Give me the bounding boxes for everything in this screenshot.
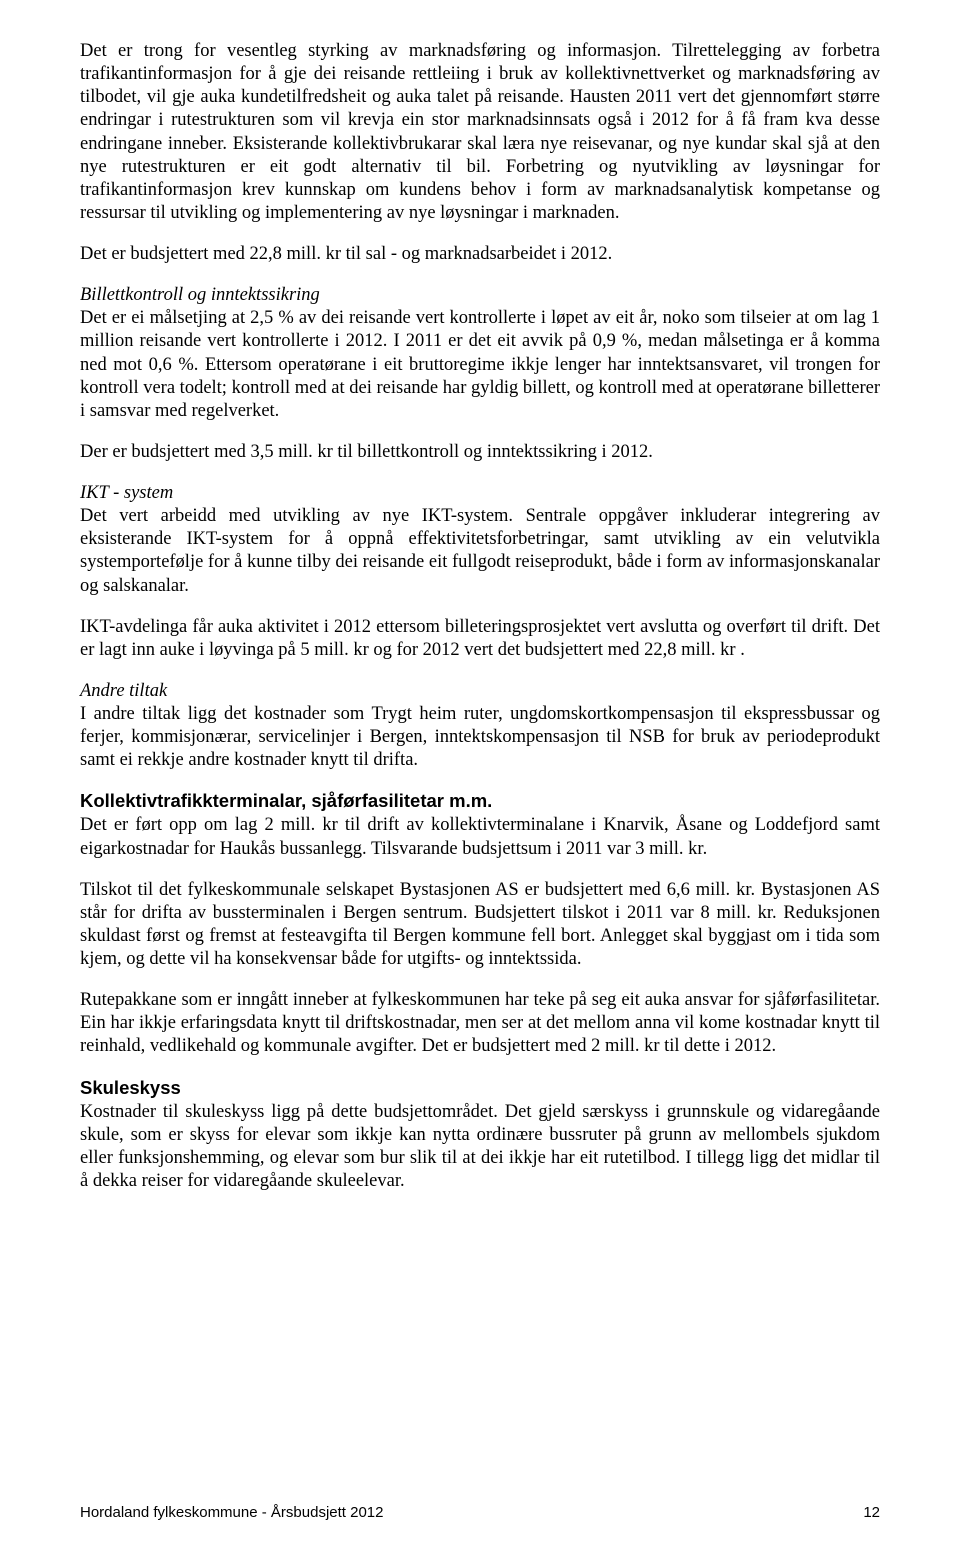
section-title: Andre tiltak — [80, 680, 880, 703]
paragraph: I andre tiltak ligg det kostnader som Tr… — [80, 703, 880, 772]
paragraph: Det er trong for vesentleg styrking av m… — [80, 40, 880, 225]
paragraph: Tilskot til det fylkeskommunale selskape… — [80, 879, 880, 972]
paragraph: Det er budsjettert med 22,8 mill. kr til… — [80, 243, 880, 266]
paragraph: Der er budsjettert med 3,5 mill. kr til … — [80, 441, 880, 464]
footer-page-number: 12 — [863, 1504, 880, 1521]
paragraph: Det er ei målsetjing at 2,5 % av dei rei… — [80, 307, 880, 423]
paragraph: Rutepakkane som er inngått inneber at fy… — [80, 989, 880, 1058]
section-title: Billettkontroll og inntektssikring — [80, 284, 880, 307]
heading: Skuleskyss — [80, 1077, 880, 1099]
paragraph: IKT-avdelinga får auka aktivitet i 2012 … — [80, 616, 880, 662]
footer-doc-title: Hordaland fylkeskommune - Årsbudsjett 20… — [80, 1504, 384, 1521]
document-page: Det er trong for vesentleg styrking av m… — [0, 0, 960, 1541]
paragraph: Kostnader til skuleskyss ligg på dette b… — [80, 1101, 880, 1194]
page-footer: Hordaland fylkeskommune - Årsbudsjett 20… — [80, 1504, 880, 1521]
section-title: IKT - system — [80, 482, 880, 505]
paragraph: Det er ført opp om lag 2 mill. kr til dr… — [80, 814, 880, 860]
heading: Kollektivtrafikkterminalar, sjåførfasili… — [80, 790, 880, 812]
paragraph: Det vert arbeidd med utvikling av nye IK… — [80, 505, 880, 598]
